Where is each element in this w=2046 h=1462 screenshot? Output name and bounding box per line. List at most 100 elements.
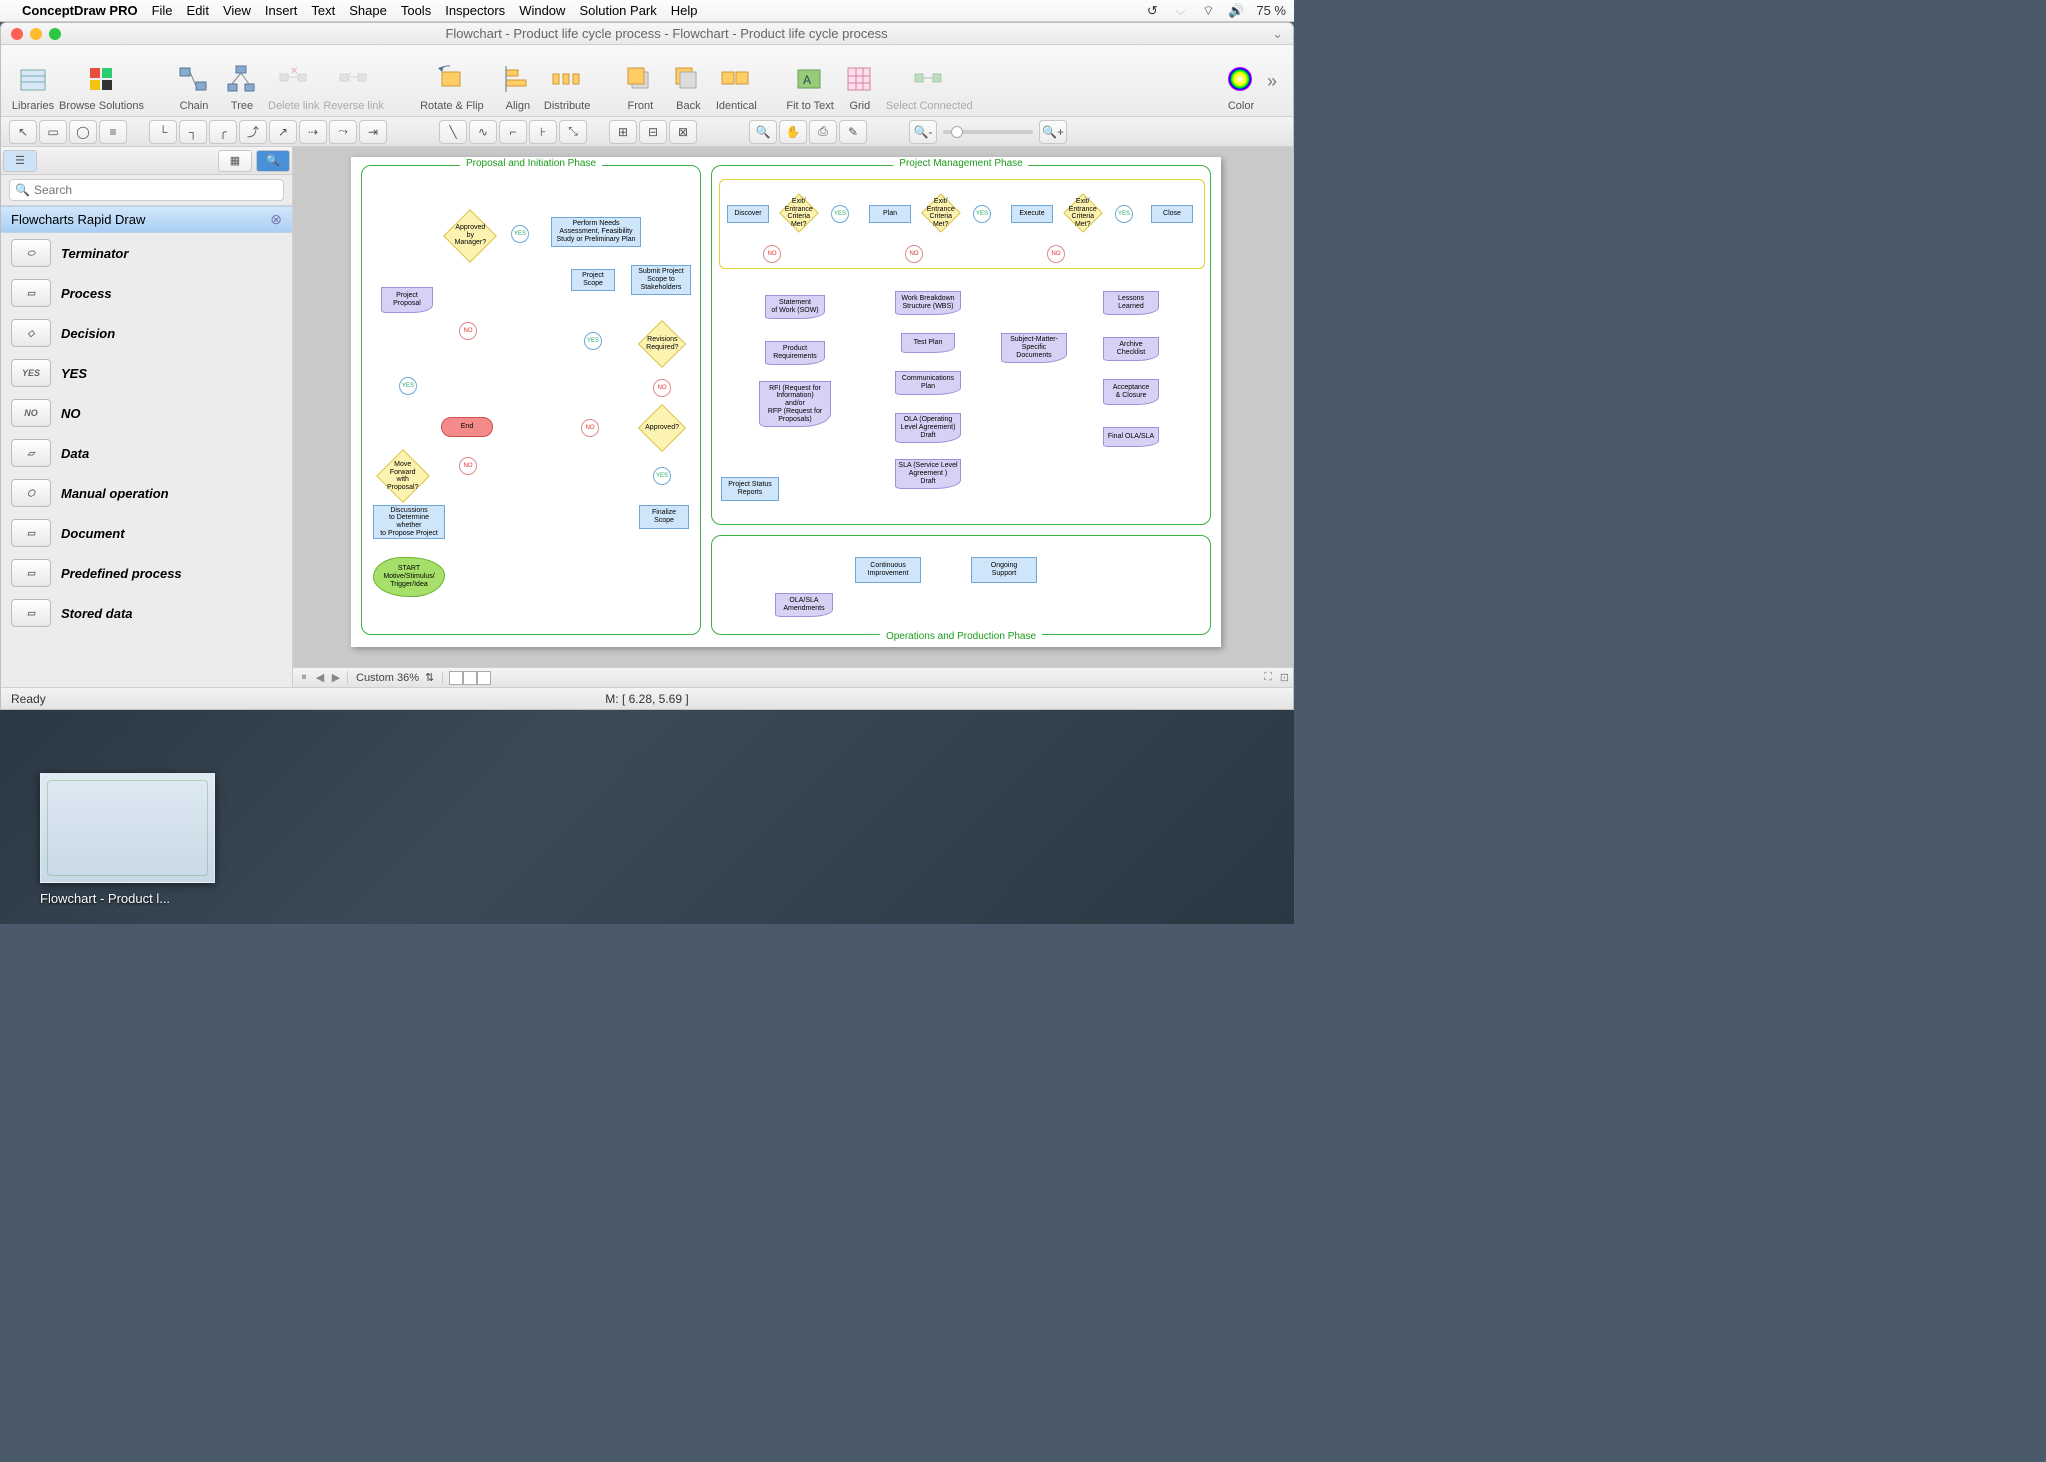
shape-commplan[interactable]: Communications Plan xyxy=(895,371,961,395)
yn-no-pm3[interactable]: NO xyxy=(1047,245,1065,263)
tb-libraries[interactable]: Libraries xyxy=(11,64,55,112)
yn-yes-pm3[interactable]: YES xyxy=(1115,205,1133,223)
menu-inspectors[interactable]: Inspectors xyxy=(445,3,505,18)
shape-end[interactable]: End xyxy=(441,417,493,437)
yn-no-4[interactable]: NO xyxy=(581,419,599,437)
tb-align[interactable]: Align xyxy=(496,64,540,112)
tool-line-4[interactable]: ⊦ xyxy=(529,120,557,144)
tool-hand[interactable]: ✋ xyxy=(779,120,807,144)
minimized-window-thumb[interactable]: Flowchart - Product l... xyxy=(40,773,215,906)
yn-yes-pm2[interactable]: YES xyxy=(973,205,991,223)
shape-perform[interactable]: Perform Needs Assessment, Feasibility St… xyxy=(551,217,641,247)
page-next-icon[interactable]: ▶ xyxy=(329,671,343,684)
page-prev-icon[interactable]: ◀ xyxy=(313,671,327,684)
bluetooth-icon[interactable]: ⌵ xyxy=(1172,3,1188,19)
tb-rotate-flip[interactable]: Rotate & Flip xyxy=(412,64,492,112)
menu-solutionpark[interactable]: Solution Park xyxy=(579,3,656,18)
library-item-decision[interactable]: ◇Decision xyxy=(1,313,292,353)
library-item-yes[interactable]: YESYES xyxy=(1,353,292,393)
shape-submit[interactable]: Submit Project Scope to Stakeholders xyxy=(631,265,691,295)
yn-yes-pm1[interactable]: YES xyxy=(831,205,849,223)
shape-status[interactable]: Project Status Reports xyxy=(721,477,779,501)
libtab-search[interactable]: 🔍 xyxy=(256,150,290,172)
shape-wbs[interactable]: Work Breakdown Structure (WBS) xyxy=(895,291,961,315)
wifi-icon[interactable]: ⌔ xyxy=(1200,3,1216,19)
shape-final[interactable]: Final OLA/SLA xyxy=(1103,427,1159,447)
tool-group-3[interactable]: ⊠ xyxy=(669,120,697,144)
tb-back[interactable]: Back xyxy=(666,64,710,112)
page-thumb-1[interactable] xyxy=(449,671,463,685)
drawing-page[interactable]: Proposal and Initiation Phase Project Ma… xyxy=(351,157,1221,647)
yn-yes-4[interactable]: YES xyxy=(653,467,671,485)
tb-front[interactable]: Front xyxy=(618,64,662,112)
menu-shape[interactable]: Shape xyxy=(349,3,387,18)
battery-percent[interactable]: 75 % xyxy=(1256,3,1286,18)
shape-close[interactable]: Close xyxy=(1151,205,1193,223)
tool-conn-5[interactable]: ↗ xyxy=(269,120,297,144)
library-search-input[interactable] xyxy=(9,179,284,201)
zoom-stepper-icon[interactable]: ⇅ xyxy=(425,671,434,684)
library-item-terminator[interactable]: ⬭Terminator xyxy=(1,233,292,273)
yn-yes-2[interactable]: YES xyxy=(511,225,529,243)
yn-no-1[interactable]: NO xyxy=(459,457,477,475)
zoom-in-button[interactable]: 🔍+ xyxy=(1039,120,1067,144)
menu-view[interactable]: View xyxy=(223,3,251,18)
tool-conn-1[interactable]: └ xyxy=(149,120,177,144)
tb-distribute[interactable]: Distribute xyxy=(544,64,590,112)
app-name[interactable]: ConceptDraw PRO xyxy=(22,3,138,18)
shape-execute[interactable]: Execute xyxy=(1011,205,1053,223)
yn-no-3[interactable]: NO xyxy=(653,379,671,397)
libtab-grid[interactable]: ▦ xyxy=(218,150,252,172)
tb-chain[interactable]: Chain xyxy=(172,64,216,112)
tool-conn-3[interactable]: ╭ xyxy=(209,120,237,144)
page-pause-icon[interactable]: ⏸ xyxy=(297,671,311,684)
volume-icon[interactable]: 🔊 xyxy=(1228,3,1244,19)
menu-text[interactable]: Text xyxy=(311,3,335,18)
tb-browse-solutions[interactable]: Browse Solutions xyxy=(59,64,144,112)
libtab-tree[interactable]: ☰ xyxy=(3,150,37,172)
tool-eyedropper[interactable]: ✎ xyxy=(839,120,867,144)
tool-line-5[interactable]: ⤡ xyxy=(559,120,587,144)
library-header[interactable]: Flowcharts Rapid Draw ⊗ xyxy=(1,206,292,233)
yn-no-2[interactable]: NO xyxy=(459,322,477,340)
tb-fit-to-text[interactable]: A Fit to Text xyxy=(786,64,833,112)
tool-text[interactable]: ≡ xyxy=(99,120,127,144)
shape-ola[interactable]: OLA (Operating Level Agreement) Draft xyxy=(895,413,961,443)
shape-prodreq[interactable]: Product Requirements xyxy=(765,341,825,365)
shape-start[interactable]: START Motive/Stimulus/ Trigger/Idea xyxy=(373,557,445,597)
zoom-out-button[interactable]: 🔍- xyxy=(909,120,937,144)
zoom-level-label[interactable]: Custom 36% xyxy=(356,672,419,684)
tb-tree[interactable]: Tree xyxy=(220,64,264,112)
canvas-area[interactable]: Proposal and Initiation Phase Project Ma… xyxy=(293,147,1293,687)
tool-line-3[interactable]: ⌐ xyxy=(499,120,527,144)
tool-ellipse[interactable]: ◯ xyxy=(69,120,97,144)
tb-grid[interactable]: Grid xyxy=(838,64,882,112)
page-thumb-3[interactable] xyxy=(477,671,491,685)
tool-rect[interactable]: ▭ xyxy=(39,120,67,144)
yn-no-pm1[interactable]: NO xyxy=(763,245,781,263)
tb-color[interactable]: Color xyxy=(1219,64,1263,112)
shape-testplan[interactable]: Test Plan xyxy=(901,333,955,353)
tool-conn-2[interactable]: ┐ xyxy=(179,120,207,144)
shape-discussions[interactable]: Discussions to Determine whether to Prop… xyxy=(373,505,445,539)
yn-yes-1[interactable]: YES xyxy=(399,377,417,395)
library-item-data[interactable]: ▱Data xyxy=(1,433,292,473)
tool-group-1[interactable]: ⊞ xyxy=(609,120,637,144)
library-item-manual-operation[interactable]: ⬡Manual operation xyxy=(1,473,292,513)
shape-sow[interactable]: Statement of Work (SOW) xyxy=(765,295,825,319)
menu-tools[interactable]: Tools xyxy=(401,3,431,18)
shape-amend[interactable]: OLA/SLA Amendments xyxy=(775,593,833,617)
canvas-fullscreen-icon[interactable]: ⊡ xyxy=(1276,671,1293,684)
library-item-no[interactable]: NONO xyxy=(1,393,292,433)
menu-file[interactable]: File xyxy=(152,3,173,18)
toolbar-overflow-icon[interactable]: » xyxy=(1267,71,1283,112)
tool-conn-7[interactable]: ⤳ xyxy=(329,120,357,144)
shape-support[interactable]: Ongoing Support xyxy=(971,557,1037,583)
library-item-stored-data[interactable]: ▭Stored data xyxy=(1,593,292,633)
library-item-document[interactable]: ▭Document xyxy=(1,513,292,553)
history-icon[interactable]: ↺ xyxy=(1144,3,1160,19)
shape-rfi[interactable]: RFI (Request for Information) and/or RFP… xyxy=(759,381,831,427)
shape-finalize[interactable]: Finalize Scope xyxy=(639,505,689,529)
title-dropdown-icon[interactable]: ⌄ xyxy=(1272,26,1293,42)
tool-pointer[interactable]: ↖ xyxy=(9,120,37,144)
